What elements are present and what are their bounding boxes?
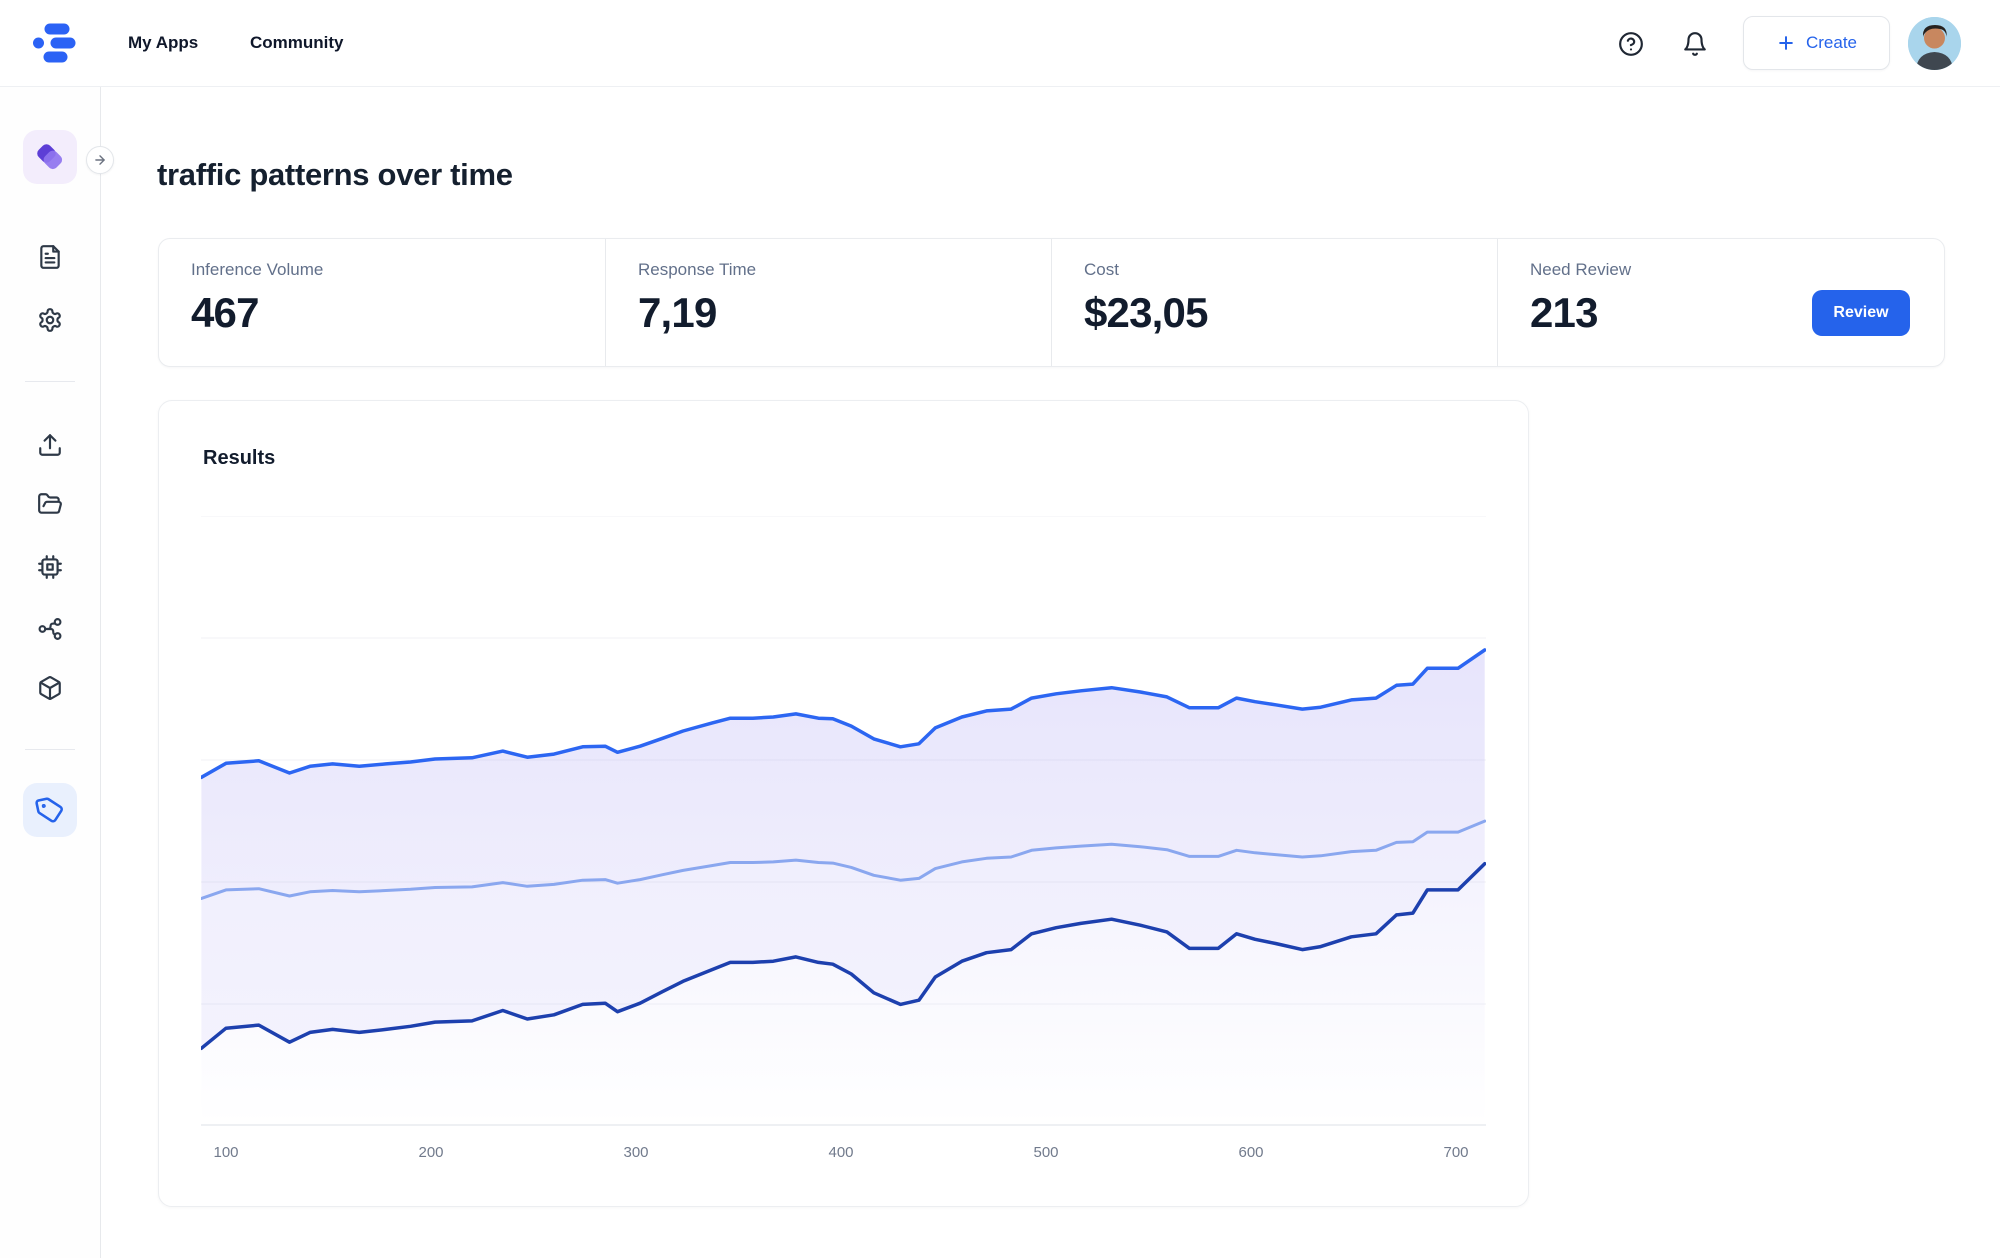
file-text-icon <box>40 245 60 269</box>
network-icon <box>38 618 62 640</box>
traffic-line-chart[interactable] <box>201 516 1486 1131</box>
sidebar-item-settings[interactable] <box>37 307 63 333</box>
sidebar-divider <box>25 381 75 382</box>
sidebar-item-projects[interactable] <box>37 491 63 517</box>
stat-value: 213 <box>1530 289 1598 336</box>
brand-logo-icon[interactable] <box>33 18 77 63</box>
stat-value: 7,19 <box>638 289 717 336</box>
plus-icon <box>1779 36 1793 50</box>
x-axis-tick-labels: 100 200 300 400 500 600 700 <box>201 1144 1486 1166</box>
create-button[interactable]: Create <box>1743 16 1890 70</box>
bell-icon[interactable] <box>1682 31 1708 57</box>
cpu-icon <box>38 555 62 579</box>
stats-card: Inference Volume 467 Response Time 7,19 … <box>158 238 1945 367</box>
x-tick-label: 500 <box>1033 1144 1059 1161</box>
stat-label: Cost <box>1084 260 1119 279</box>
stat-response-time: Response Time 7,19 <box>605 239 1051 366</box>
sidebar-item-compute[interactable] <box>37 554 63 580</box>
nav-my-apps[interactable]: My Apps <box>128 0 198 86</box>
x-tick-label: 200 <box>418 1144 444 1161</box>
page-title: traffic patterns over time <box>157 156 513 192</box>
stat-value: $23,05 <box>1084 289 1208 336</box>
stat-cost: Cost $23,05 <box>1051 239 1497 366</box>
x-tick-label: 100 <box>213 1144 239 1161</box>
stat-label: Need Review <box>1530 260 1632 279</box>
user-avatar[interactable] <box>1908 17 1961 70</box>
nav-my-apps-label: My Apps <box>128 33 199 52</box>
package-icon <box>39 676 61 700</box>
x-tick-label: 600 <box>1238 1144 1264 1161</box>
sidebar-item-upload[interactable] <box>37 432 63 458</box>
tag-icon <box>35 797 63 823</box>
sidebar-divider <box>25 749 75 750</box>
purple-leaves-app-icon <box>37 144 63 170</box>
help-circle-icon[interactable] <box>1618 31 1644 57</box>
sidebar-app-item[interactable] <box>23 130 77 184</box>
stat-label: Response Time <box>638 260 757 279</box>
results-chart-card: Results 100 200 300 400 500 600 700 <box>158 400 1529 1207</box>
sidebar-item-labels-active[interactable] <box>23 783 77 837</box>
stat-need-review: Need Review 213 Review <box>1497 239 1942 366</box>
stat-value: 467 <box>191 289 259 336</box>
gear-icon <box>39 308 61 332</box>
folder-open-icon <box>38 493 62 514</box>
sidebar-item-documents[interactable] <box>37 244 63 270</box>
sidebar-collapse-button[interactable] <box>86 146 114 174</box>
sidebar <box>0 86 114 1258</box>
sidebar-item-packages[interactable] <box>37 675 63 701</box>
nav-community[interactable]: Community <box>250 0 344 86</box>
x-tick-label: 300 <box>623 1144 649 1161</box>
top-bar: My Apps Community Create <box>0 0 2000 87</box>
results-title: Results <box>203 447 276 469</box>
stat-inference-volume: Inference Volume 467 <box>159 239 605 366</box>
arrow-right-icon <box>95 155 105 165</box>
upload-icon <box>39 434 61 456</box>
sidebar-item-pipelines[interactable] <box>37 616 63 642</box>
main-content: traffic patterns over time Inference Vol… <box>100 86 2000 1258</box>
x-tick-label: 700 <box>1443 1144 1469 1161</box>
x-tick-label: 400 <box>828 1144 854 1161</box>
stat-label: Inference Volume <box>191 260 324 279</box>
nav-community-label: Community <box>250 33 344 52</box>
create-button-label: Create <box>1805 33 1858 52</box>
review-button[interactable]: Review <box>1812 290 1910 336</box>
